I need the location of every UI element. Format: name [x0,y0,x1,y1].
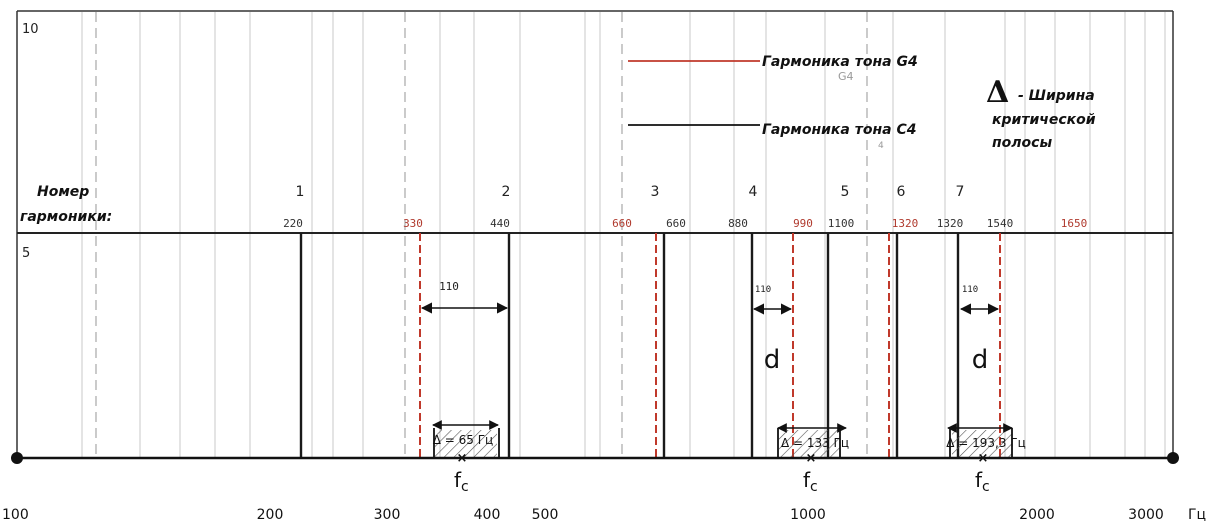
axis-tick-label: 2000 [1019,507,1055,521]
background-grid [81,12,1166,458]
harmonic-number: 4 [749,184,758,200]
d-label: d [972,345,989,375]
critical-bands: Δ = 65 Гц×fcΔ = 133 Гц×fcΔ = 193,3 Гц×fc [432,420,1026,495]
c4-frequency-label: 880 [728,217,748,230]
c4-frequency-label: 440 [490,217,510,230]
c4-frequency-label: 1100 [828,217,855,230]
harmonic-row-title: гармоники: [20,209,112,225]
harmonic-number: 7 [956,184,965,200]
g4-frequency-label: 990 [793,217,813,230]
legend: Гармоника тона G4 Гармоника тона C4 G4 4 Δ - … [628,54,1096,151]
legend-ghost-text: 4 [878,141,884,151]
harmonic-number-row: Номер гармоники: 1 2 3 4 5 6 7 [20,184,964,225]
delta-description-line: полосы [992,135,1052,151]
d-label: d [764,345,781,375]
axis-tick-label: 400 [474,507,501,521]
g4-frequency-label: 1320 [892,217,919,230]
harmonic-lines: 220 440 660 880 1100 1320 1540 330 660 990 1320 165… [283,217,1087,458]
g4-frequency-label: 1650 [1061,217,1088,230]
c4-frequency-label: 1540 [987,217,1014,230]
c4-frequency-label: 660 [666,217,686,230]
axis-tick-label: 3000 [1128,507,1164,521]
interval-label: 110 [962,285,978,295]
center-frequency-label: fc [803,468,818,495]
critical-band-hatch [779,430,840,458]
delta-description-line: критической [992,112,1096,128]
critical-band-label: Δ = 193,3 Гц [946,436,1026,450]
diagram-frame [16,10,1174,458]
center-frequency-label: fc [454,468,469,495]
axis-tick-label: 300 [374,507,401,521]
g4-frequency-label: 330 [403,217,423,230]
critical-band-label: Δ = 133 Гц [781,436,849,450]
panel-labels: 10 5 [22,22,39,261]
harmonic-number: 1 [296,184,305,200]
axis-tick-label: 200 [257,507,284,521]
harmonic-number: 5 [841,184,850,200]
lower-panel-label: 5 [22,246,30,261]
c4-frequency-label: 220 [283,217,303,230]
frequency-axis: 100 200 300 400 500 1000 2000 3000 Гц [2,452,1206,521]
interval-label: 110 [439,280,459,293]
interval-label: 110 [755,285,771,295]
harmonic-number: 6 [897,184,906,200]
harmonic-number: 2 [502,184,511,200]
axis-tick-label: 1000 [790,507,826,521]
c4-frequency-label: 1320 [937,217,964,230]
upper-panel-label: 10 [22,22,39,37]
harmonic-number: 3 [651,184,660,200]
delta-symbol: Δ [986,75,1009,110]
interval-annotations: 110 110 110 d d [420,280,1000,375]
harmonic-row-title: Номер [37,184,89,200]
axis-start-dot [11,452,23,464]
legend-c4-label: Гармоника тона C4 [762,122,917,138]
legend-ghost-text: G4 [838,70,854,83]
g4-frequency-label: 660 [612,217,632,230]
axis-unit-label: Гц [1188,507,1206,521]
critical-band-hatch [435,430,497,458]
legend-g4-label: Гармоника тона G4 [762,54,918,70]
axis-end-dot [1167,452,1179,464]
delta-description-line: - Ширина [1018,88,1095,104]
center-frequency-label: fc [975,468,990,495]
axis-tick-label: 100 [2,507,29,521]
axis-tick-label: 500 [532,507,559,521]
critical-band-hatch [952,430,1012,458]
critical-band-label: Δ = 65 Гц [433,433,493,447]
